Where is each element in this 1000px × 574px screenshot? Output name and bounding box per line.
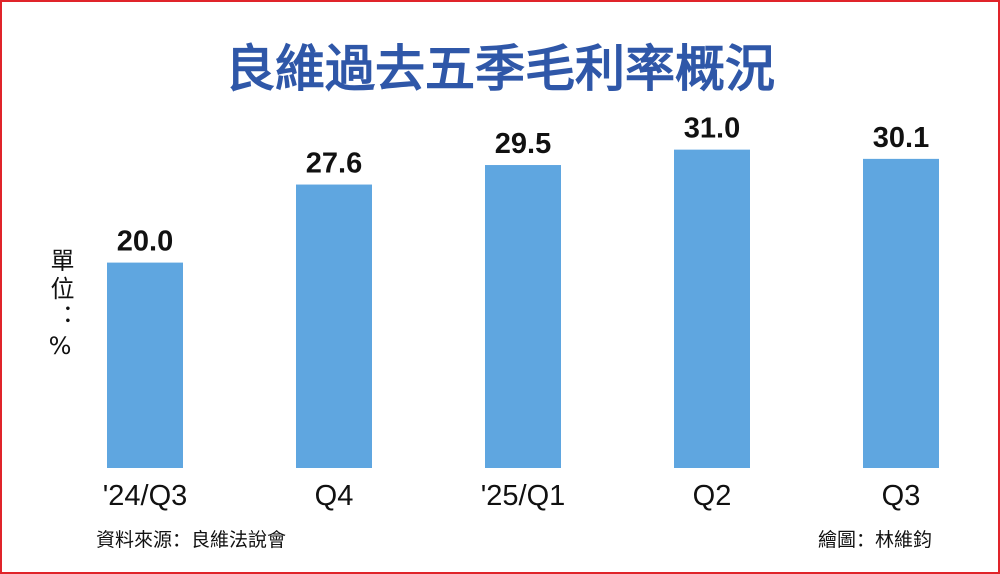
chart-title: 良維過去五季毛利率概況 (225, 40, 775, 98)
x-tick-label: '25/Q1 (481, 480, 566, 512)
source: 資料來源：良維法說會 (96, 529, 286, 551)
bar (674, 149, 750, 468)
x-tick-label: Q3 (882, 480, 921, 512)
bar (107, 262, 183, 468)
x-tick-label: Q2 (693, 480, 732, 512)
unit-label: 單位：% (46, 248, 74, 364)
x-tick-label: Q4 (315, 480, 354, 512)
bar (296, 184, 372, 468)
value-label: 30.1 (873, 122, 929, 154)
value-label: 29.5 (495, 128, 551, 160)
bar (863, 158, 939, 469)
value-label: 31.0 (684, 113, 740, 145)
value-label: 20.0 (117, 226, 173, 258)
x-tick-label: '24/Q3 (103, 480, 188, 512)
bar (485, 165, 561, 468)
value-label: 27.6 (306, 148, 362, 180)
credit: 繪圖：林維鈞 (818, 529, 932, 551)
